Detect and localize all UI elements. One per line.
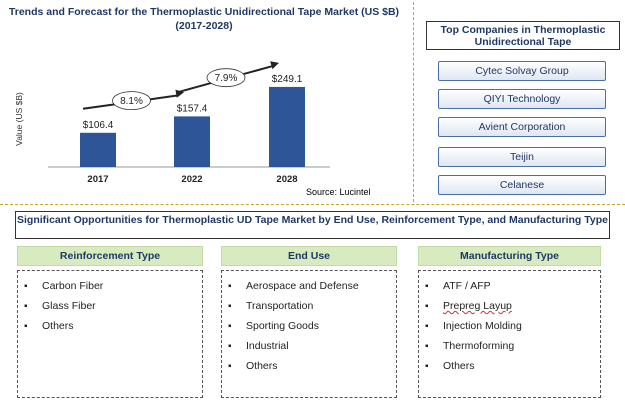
company-item: Celanese — [438, 175, 606, 195]
list-item: ▪ Transportation — [228, 298, 396, 318]
x-tick-label: 2022 — [181, 174, 202, 185]
reinforcement-list: ▪ Carbon Fiber ▪ Glass Fiber ▪ Others — [17, 270, 203, 398]
growth-badge — [206, 68, 246, 88]
growth-badge — [112, 91, 151, 111]
bullet-icon: ▪ — [24, 301, 28, 312]
growth-arrow-head — [270, 61, 279, 70]
list-item: ▪ Injection Molding — [425, 318, 600, 338]
bar — [174, 116, 210, 167]
bullet-icon: ▪ — [228, 321, 232, 332]
chart-title: Trends and Forecast for the Thermoplasti… — [4, 5, 404, 33]
bullet-icon: ▪ — [228, 301, 232, 312]
list-item: ▪ ATF / AFP — [425, 278, 600, 298]
y-axis-label: Value (US $B) — [14, 92, 24, 146]
bullet-icon: ▪ — [425, 361, 429, 372]
growth-label: 7.9% — [215, 73, 238, 84]
list-item: ▪ Industrial — [228, 338, 396, 358]
list-item: ▪ Others — [228, 358, 396, 378]
horizontal-divider — [0, 204, 625, 205]
bar-chart: Value (US $B) $106.4 2017 $157.4 2022 $249.1 2… — [14, 61, 330, 185]
list-item: ▪ Others — [425, 358, 600, 378]
end-use-list: ▪ Aerospace and Defense ▪ Transportation ▪… — [221, 270, 397, 398]
company-item: Cytec Solvay Group — [438, 61, 606, 81]
column-header-manufacturing: Manufacturing Type — [418, 246, 601, 266]
column-header-end-use: End Use — [221, 246, 397, 266]
bullet-icon: ▪ — [425, 281, 429, 292]
chart-title-main: Trends and Forecast for the Thermoplasti… — [8, 6, 400, 18]
list-item: ▪ Aerospace and Defense — [228, 278, 396, 298]
x-tick-label: 2028 — [276, 174, 297, 185]
chart-subtitle: (2017-2028) — [175, 20, 233, 32]
vertical-divider — [413, 2, 414, 202]
data-label: $157.4 — [177, 103, 208, 114]
bullet-icon: ▪ — [228, 361, 232, 372]
company-item: QIYI Technology — [438, 89, 606, 109]
list-item: ▪ Others — [24, 318, 202, 338]
companies-title: Top Companies in Thermoplastic Unidirect… — [426, 21, 620, 50]
bullet-icon: ▪ — [228, 341, 232, 352]
x-tick-label: 2017 — [87, 174, 108, 185]
bar — [80, 132, 116, 167]
list-item: ▪ Carbon Fiber — [24, 278, 202, 298]
manufacturing-list: ▪ ATF / AFP ▪ Prepreg Layup ▪ Injection Mol… — [418, 270, 601, 398]
data-label: $249.1 — [272, 74, 303, 85]
opportunities-title: Significant Opportunities for Thermoplas… — [15, 211, 610, 239]
bullet-icon: ▪ — [228, 281, 232, 292]
data-label: $106.4 — [83, 120, 114, 131]
company-item: Avient Corporation — [438, 117, 606, 137]
bullet-icon: ▪ — [425, 341, 429, 352]
company-item: Teijin — [438, 147, 606, 167]
list-item: ▪ Thermoforming — [425, 338, 600, 358]
column-header-reinforcement: Reinforcement Type — [17, 246, 203, 266]
source-note: Source: Lucintel — [306, 187, 371, 197]
bullet-icon: ▪ — [24, 321, 28, 332]
list-item: ▪ Sporting Goods — [228, 318, 396, 338]
bar — [269, 86, 305, 167]
growth-label: 8.1% — [120, 96, 143, 107]
list-item: ▪ Prepreg Layup — [425, 298, 600, 318]
bullet-icon: ▪ — [425, 321, 429, 332]
bullet-icon: ▪ — [425, 301, 429, 312]
bullet-icon: ▪ — [24, 281, 28, 292]
list-item: ▪ Glass Fiber — [24, 298, 202, 318]
